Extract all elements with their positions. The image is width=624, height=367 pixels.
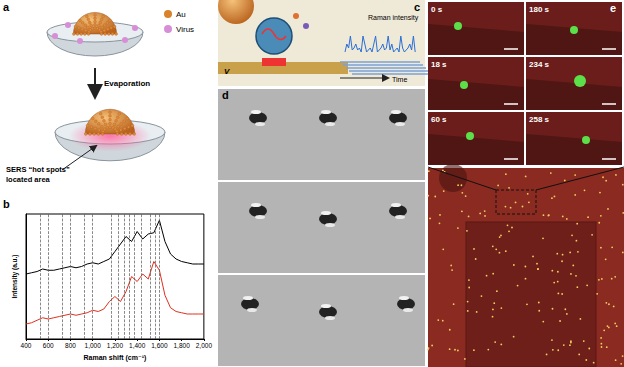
svg-text:e: e: [610, 2, 616, 14]
svg-text:258 s: 258 s: [529, 115, 550, 124]
svg-text:1,800: 1,800: [173, 342, 190, 349]
svg-text:d: d: [222, 89, 229, 101]
svg-text:a: a: [3, 1, 10, 13]
svg-text:60 s: 60 s: [431, 115, 447, 124]
svg-text:18 s: 18 s: [431, 60, 447, 69]
svg-text:234 s: 234 s: [529, 60, 550, 69]
svg-text:c: c: [414, 1, 420, 13]
svg-text:Au: Au: [176, 10, 186, 19]
svg-text:600: 600: [43, 342, 54, 349]
svg-text:Raman shift (cm⁻¹): Raman shift (cm⁻¹): [84, 354, 147, 362]
svg-text:Evaporation: Evaporation: [104, 79, 150, 88]
svg-text:1,000: 1,000: [85, 342, 102, 349]
svg-text:Virus: Virus: [176, 25, 194, 34]
svg-text:180 s: 180 s: [529, 5, 550, 14]
svg-text:0 s: 0 s: [431, 5, 443, 14]
svg-text:1,400: 1,400: [129, 342, 146, 349]
svg-text:Intensity (a.u.): Intensity (a.u.): [11, 254, 19, 298]
svg-text:Raman intensity: Raman intensity: [368, 14, 419, 22]
svg-text:400: 400: [21, 342, 32, 349]
svg-text:1,200: 1,200: [107, 342, 124, 349]
svg-text:SERS “hot spots”: SERS “hot spots”: [6, 165, 70, 174]
svg-text:Time: Time: [392, 76, 407, 83]
svg-text:2,000: 2,000: [196, 342, 213, 349]
svg-text:b: b: [3, 198, 10, 210]
svg-text:800: 800: [65, 342, 76, 349]
svg-text:located area: located area: [6, 175, 51, 184]
svg-text:V: V: [224, 67, 230, 76]
svg-text:1,600: 1,600: [151, 342, 168, 349]
